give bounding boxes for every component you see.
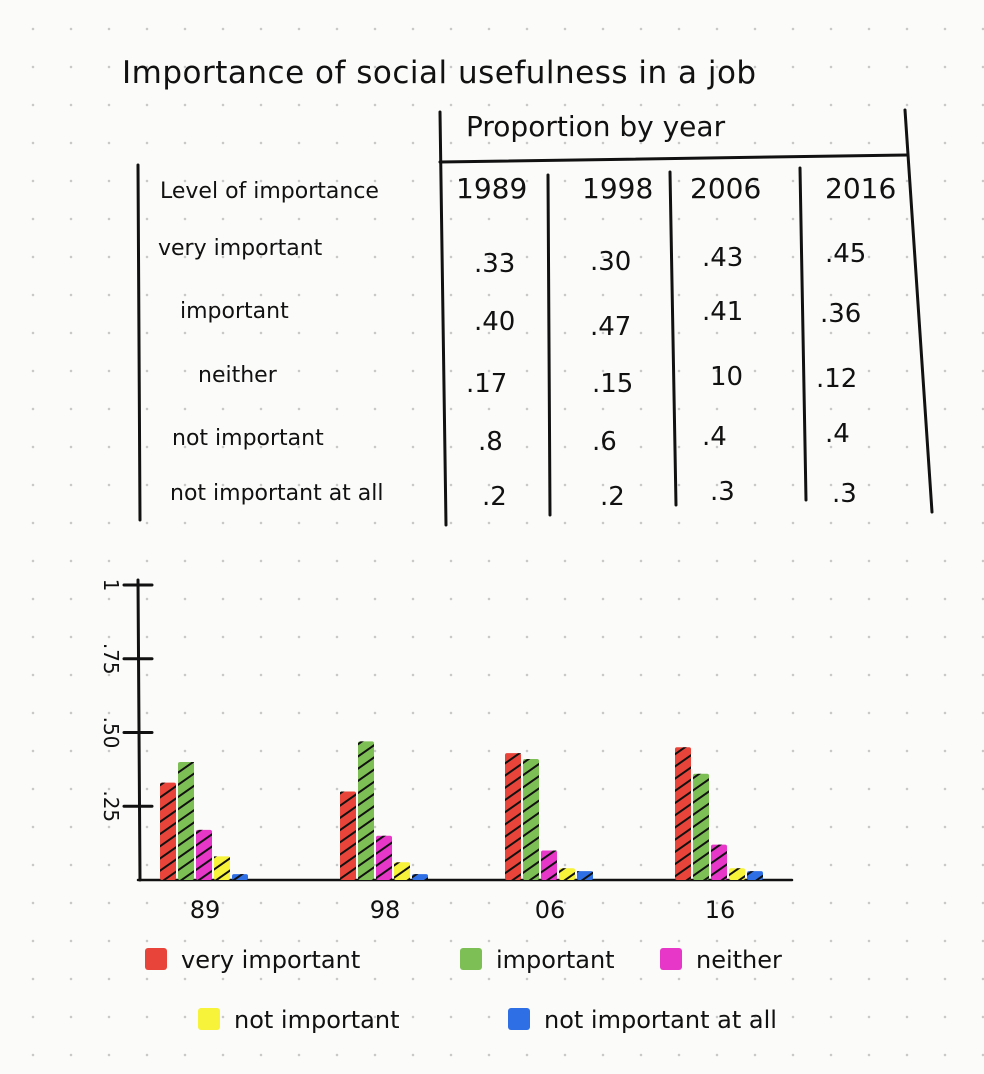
table-rule-header	[438, 153, 910, 164]
legend-swatch	[660, 948, 682, 970]
table-title: Importance of social usefulness in a job	[122, 55, 757, 91]
bar-hatch	[196, 829, 212, 880]
table-row: important .40 .47 .41 .36	[180, 297, 861, 342]
legend-label: important	[496, 946, 615, 974]
table-rule-right	[903, 108, 934, 514]
table-row: not important .8 .6 .4 .4	[172, 419, 850, 457]
table-cell: .3	[710, 477, 735, 507]
y-axis	[136, 578, 142, 882]
year-header: 2006	[690, 172, 761, 205]
table-rule	[668, 170, 678, 507]
row-label: important	[180, 299, 289, 324]
table-cell: .4	[702, 422, 727, 452]
bar-hatch	[577, 871, 593, 880]
table-rule	[438, 110, 448, 527]
year-header: 1998	[582, 172, 653, 205]
chart-bars	[160, 741, 763, 880]
table-cell: 10	[710, 362, 743, 392]
legend-swatch	[508, 1008, 530, 1030]
bar-chart: .25 .50 .75 1 89 98 06 16 very important import…	[99, 578, 794, 1034]
y-tick-labels: .25 .50 .75 1	[99, 579, 123, 823]
bar-hatch	[711, 844, 727, 880]
table-row: neither .17 .15 10 .12	[198, 362, 857, 399]
table-rule	[798, 166, 808, 502]
y-tick-label: .75	[99, 643, 123, 675]
row-label: not important	[172, 426, 324, 451]
table-cell: .41	[702, 297, 743, 327]
year-header: 2016	[825, 172, 896, 205]
table-cell: .17	[466, 369, 507, 399]
bar-hatch	[693, 773, 709, 880]
table-rule-left	[136, 163, 142, 522]
table-row: very important .33 .30 .43 .45	[158, 236, 866, 279]
table-cell: .8	[478, 427, 503, 457]
x-tick-label: 16	[705, 896, 736, 924]
table-row: not important at all .2 .2 .3 .3	[170, 477, 857, 512]
legend-label: very important	[181, 946, 360, 974]
y-tick-label: 1	[99, 579, 123, 592]
bar-hatch	[541, 850, 557, 880]
bar-hatch	[675, 747, 691, 880]
year-header: 1989	[456, 172, 527, 205]
y-tick-label: .25	[99, 790, 123, 822]
table-cell: .47	[590, 312, 631, 342]
row-label: not important at all	[170, 481, 384, 506]
bar-hatch	[232, 874, 248, 880]
x-tick-labels: 89 98 06 16	[190, 896, 736, 924]
row-header: Level of importance	[160, 179, 379, 204]
legend-label: not important	[234, 1006, 400, 1034]
data-table: Importance of social usefulness in a job…	[122, 55, 934, 527]
bar-hatch	[505, 753, 521, 880]
chart-axes	[122, 578, 794, 882]
bar-hatch	[729, 868, 745, 880]
bar-hatch	[376, 835, 392, 880]
legend-swatch	[145, 948, 167, 970]
bar-hatch	[214, 856, 230, 880]
table-cell: .45	[825, 239, 866, 269]
table-cell: .33	[474, 249, 515, 279]
y-tick-label: .50	[99, 717, 123, 749]
year-headers: 1989 1998 2006 2016	[456, 172, 896, 205]
table-cell: .3	[832, 479, 857, 509]
table-cell: .43	[702, 243, 743, 273]
table-cell: .12	[816, 364, 857, 394]
bar-hatch	[178, 762, 194, 880]
table-cell: .4	[825, 419, 850, 449]
legend: very important important neither not import…	[145, 946, 782, 1034]
x-tick-label: 98	[370, 896, 401, 924]
legend-swatch	[460, 948, 482, 970]
bar-hatch	[160, 782, 176, 880]
table-cell: .2	[482, 482, 507, 512]
legend-swatch	[198, 1008, 220, 1030]
x-tick-label: 06	[535, 896, 566, 924]
table-cell: .30	[590, 247, 631, 277]
legend-label: not important at all	[544, 1006, 777, 1034]
bar-hatch	[340, 791, 356, 880]
table-cell: .2	[600, 482, 625, 512]
table-cell: .6	[592, 427, 617, 457]
table-lines	[136, 108, 934, 527]
x-tick-label: 89	[190, 896, 221, 924]
table-cell: .15	[592, 369, 633, 399]
table-cell: .40	[474, 307, 515, 337]
group-header: Proportion by year	[466, 110, 726, 143]
row-label: very important	[158, 236, 323, 261]
legend-label: neither	[696, 946, 782, 974]
bar-hatch	[559, 868, 575, 880]
bar-hatch	[523, 759, 539, 880]
bar-hatch	[394, 862, 410, 880]
row-label: neither	[198, 363, 278, 388]
table-cell: .36	[820, 299, 861, 329]
table-rule	[546, 173, 552, 517]
bar-hatch	[358, 741, 374, 880]
bar-hatch	[747, 871, 763, 880]
bar-hatch	[412, 874, 428, 880]
